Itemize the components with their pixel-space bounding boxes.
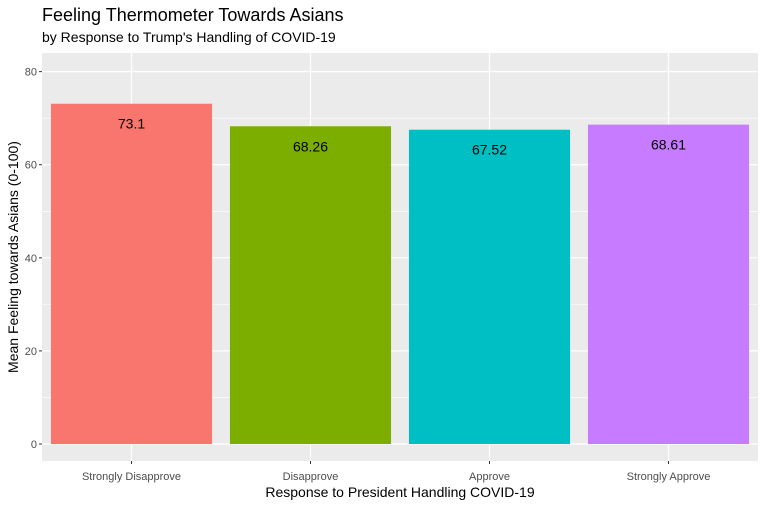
x-tick-label: Approve (469, 471, 510, 483)
chart-subtitle: by Response to Trump's Handling of COVID… (42, 29, 336, 45)
bar-3 (408, 129, 571, 445)
y-tick-label: 80 (25, 67, 37, 79)
x-tick-label: Strongly Approve (627, 471, 711, 483)
x-axis-title: Response to President Handling COVID-19 (265, 484, 534, 500)
y-axis-title: Mean Feeling towards Asians (0-100) (5, 141, 21, 373)
x-axis: Strongly Disapprove Disapprove Approve Stro… (82, 461, 710, 483)
x-tick-label: Strongly Disapprove (82, 471, 181, 483)
bar-1 (50, 103, 213, 445)
y-axis: 0 20 40 60 80 (25, 67, 42, 451)
bars (50, 103, 750, 445)
data-label-3: 67.52 (472, 142, 507, 158)
data-label-4: 68.61 (651, 137, 686, 153)
chart-title: Feeling Thermometer Towards Asians (42, 5, 343, 25)
y-tick-label: 40 (25, 253, 37, 265)
x-tick-label: Disapprove (283, 471, 339, 483)
y-tick-label: 20 (25, 346, 37, 358)
bar-2 (229, 126, 392, 445)
bar-4 (587, 124, 750, 445)
data-label-2: 68.26 (293, 138, 328, 154)
data-labels: 73.1 68.26 67.52 68.61 (118, 116, 686, 158)
y-tick-label: 0 (31, 439, 37, 451)
y-tick-label: 60 (25, 160, 37, 172)
data-label-1: 73.1 (118, 116, 145, 132)
